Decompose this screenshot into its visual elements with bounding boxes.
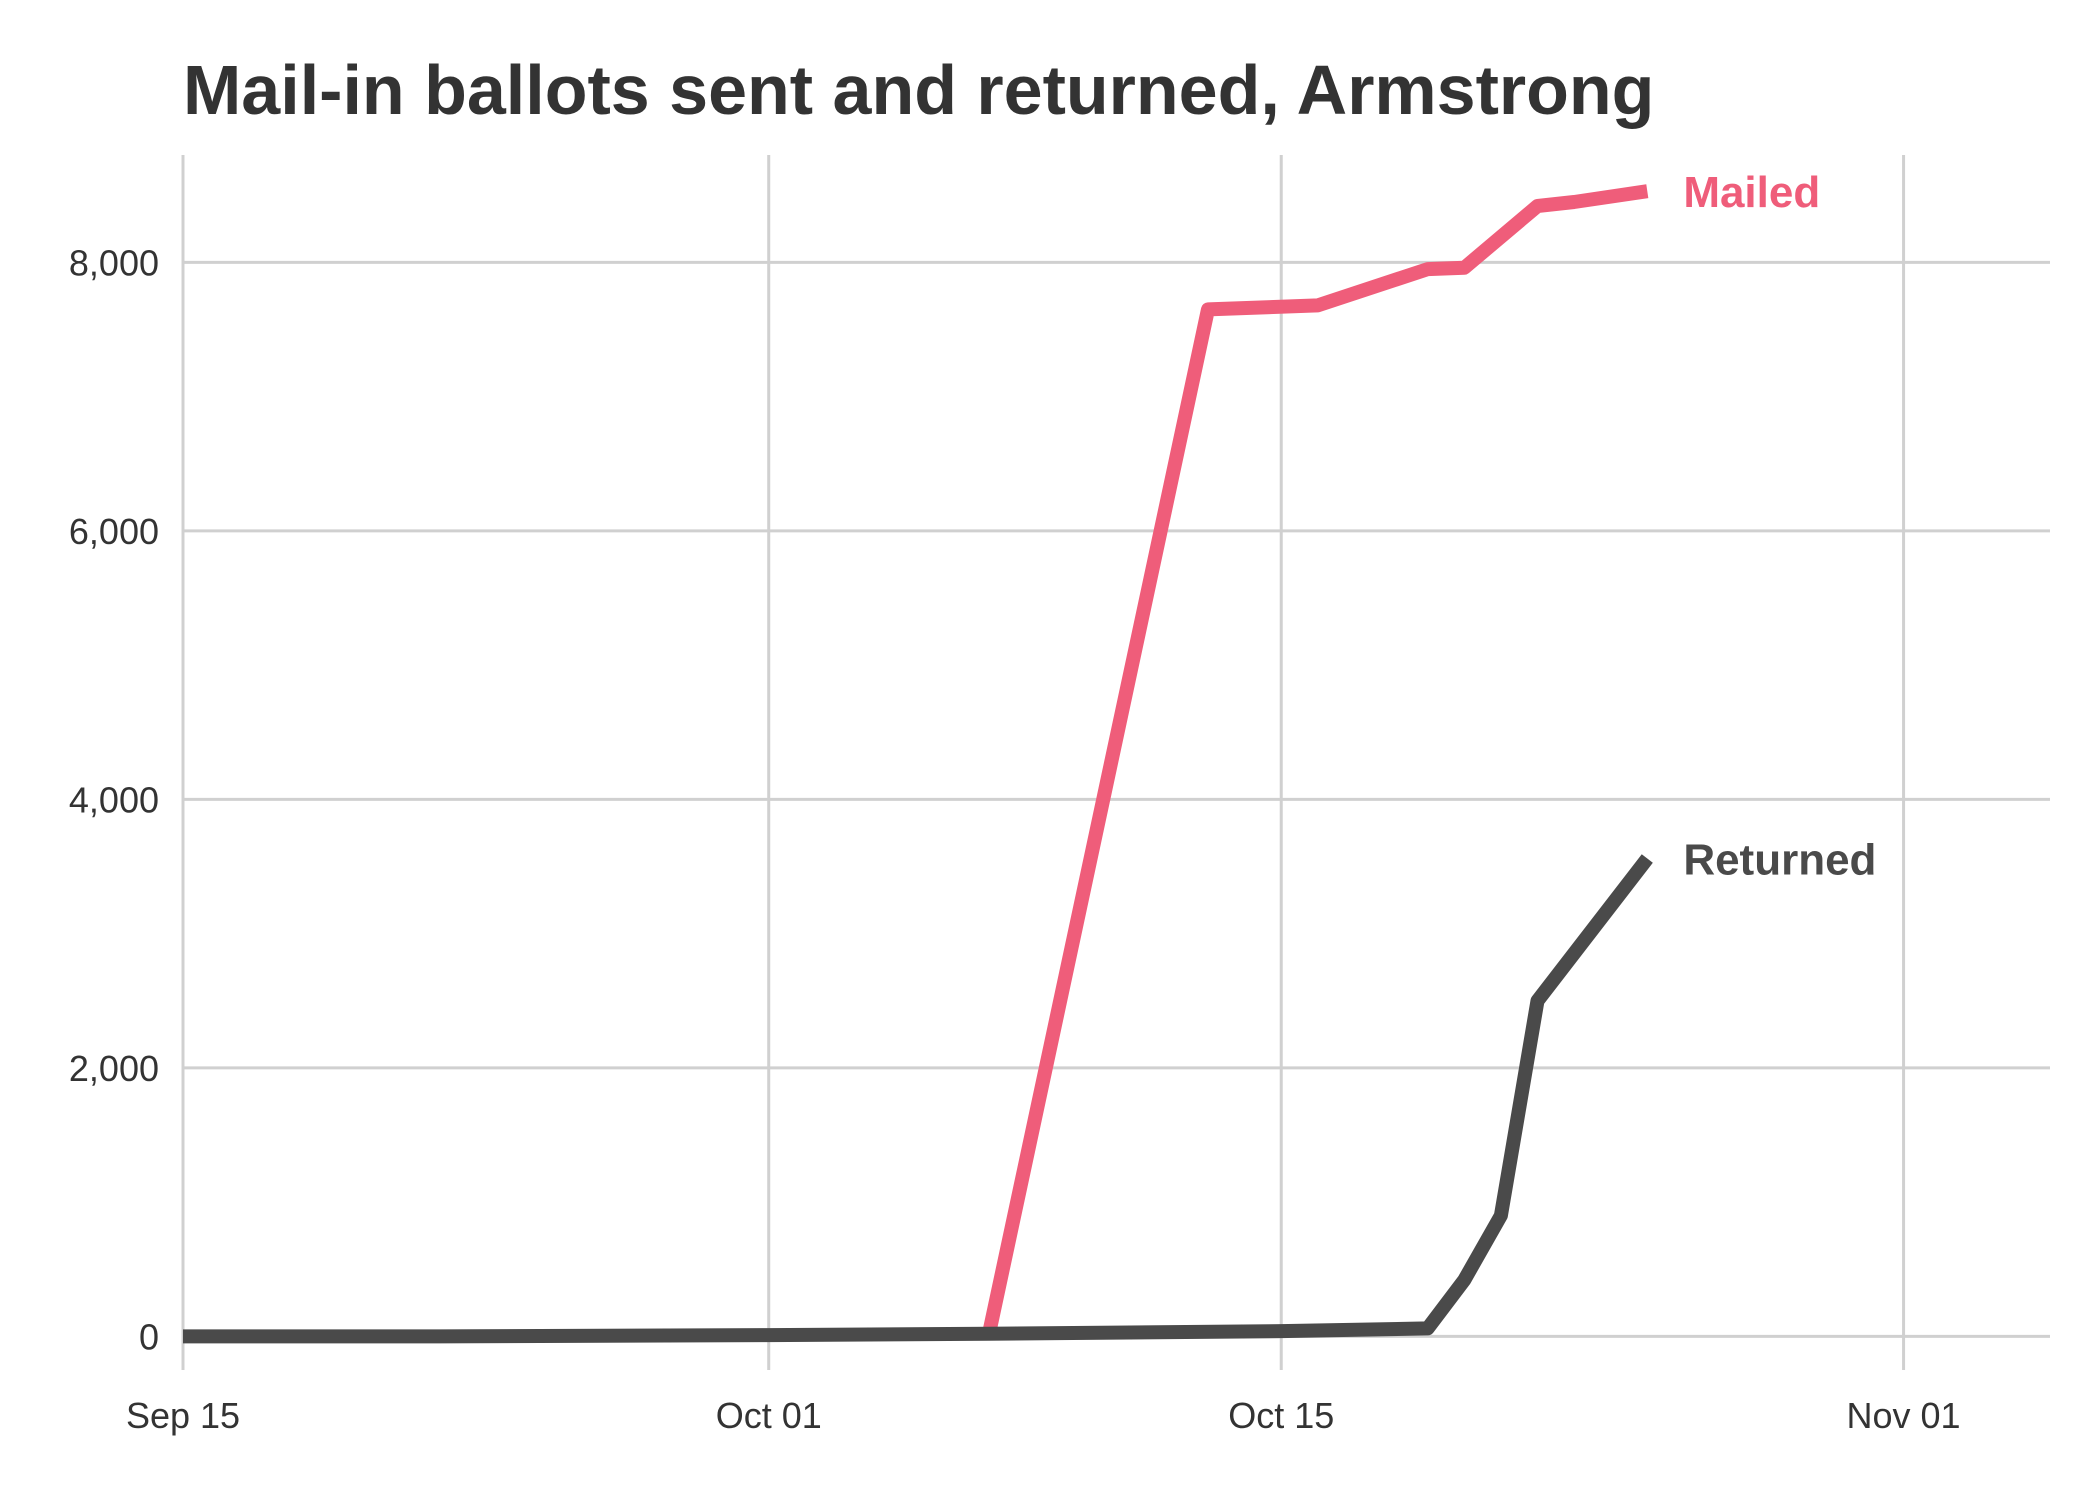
series-line-mailed (981, 184, 1649, 1338)
series-label-mailed: Mailed (1683, 168, 1820, 217)
y-tick-label: 8,000 (69, 242, 159, 283)
x-tick-label: Oct 01 (716, 1395, 822, 1436)
y-tick-label: 4,000 (69, 779, 159, 820)
series-labels: Mailed Returned (1683, 168, 1876, 884)
x-tick-label: Oct 15 (1228, 1395, 1334, 1436)
x-tick-label: Sep 15 (126, 1395, 240, 1436)
chart-title: Mail-in ballots sent and returned, Armst… (183, 51, 1654, 129)
y-tick-label: 2,000 (69, 1048, 159, 1089)
x-tick-label: Nov 01 (1847, 1395, 1961, 1436)
series-line-returned (183, 854, 1653, 1344)
y-tick-label: 0 (139, 1316, 159, 1357)
series-lines (183, 184, 1653, 1344)
series-label-returned: Returned (1683, 835, 1876, 884)
y-tick-label: 6,000 (69, 511, 159, 552)
axis-ticks: Sep 15 Oct 01 Oct 15 Nov 01 0 2,000 4,000 6,000… (69, 242, 1961, 1436)
